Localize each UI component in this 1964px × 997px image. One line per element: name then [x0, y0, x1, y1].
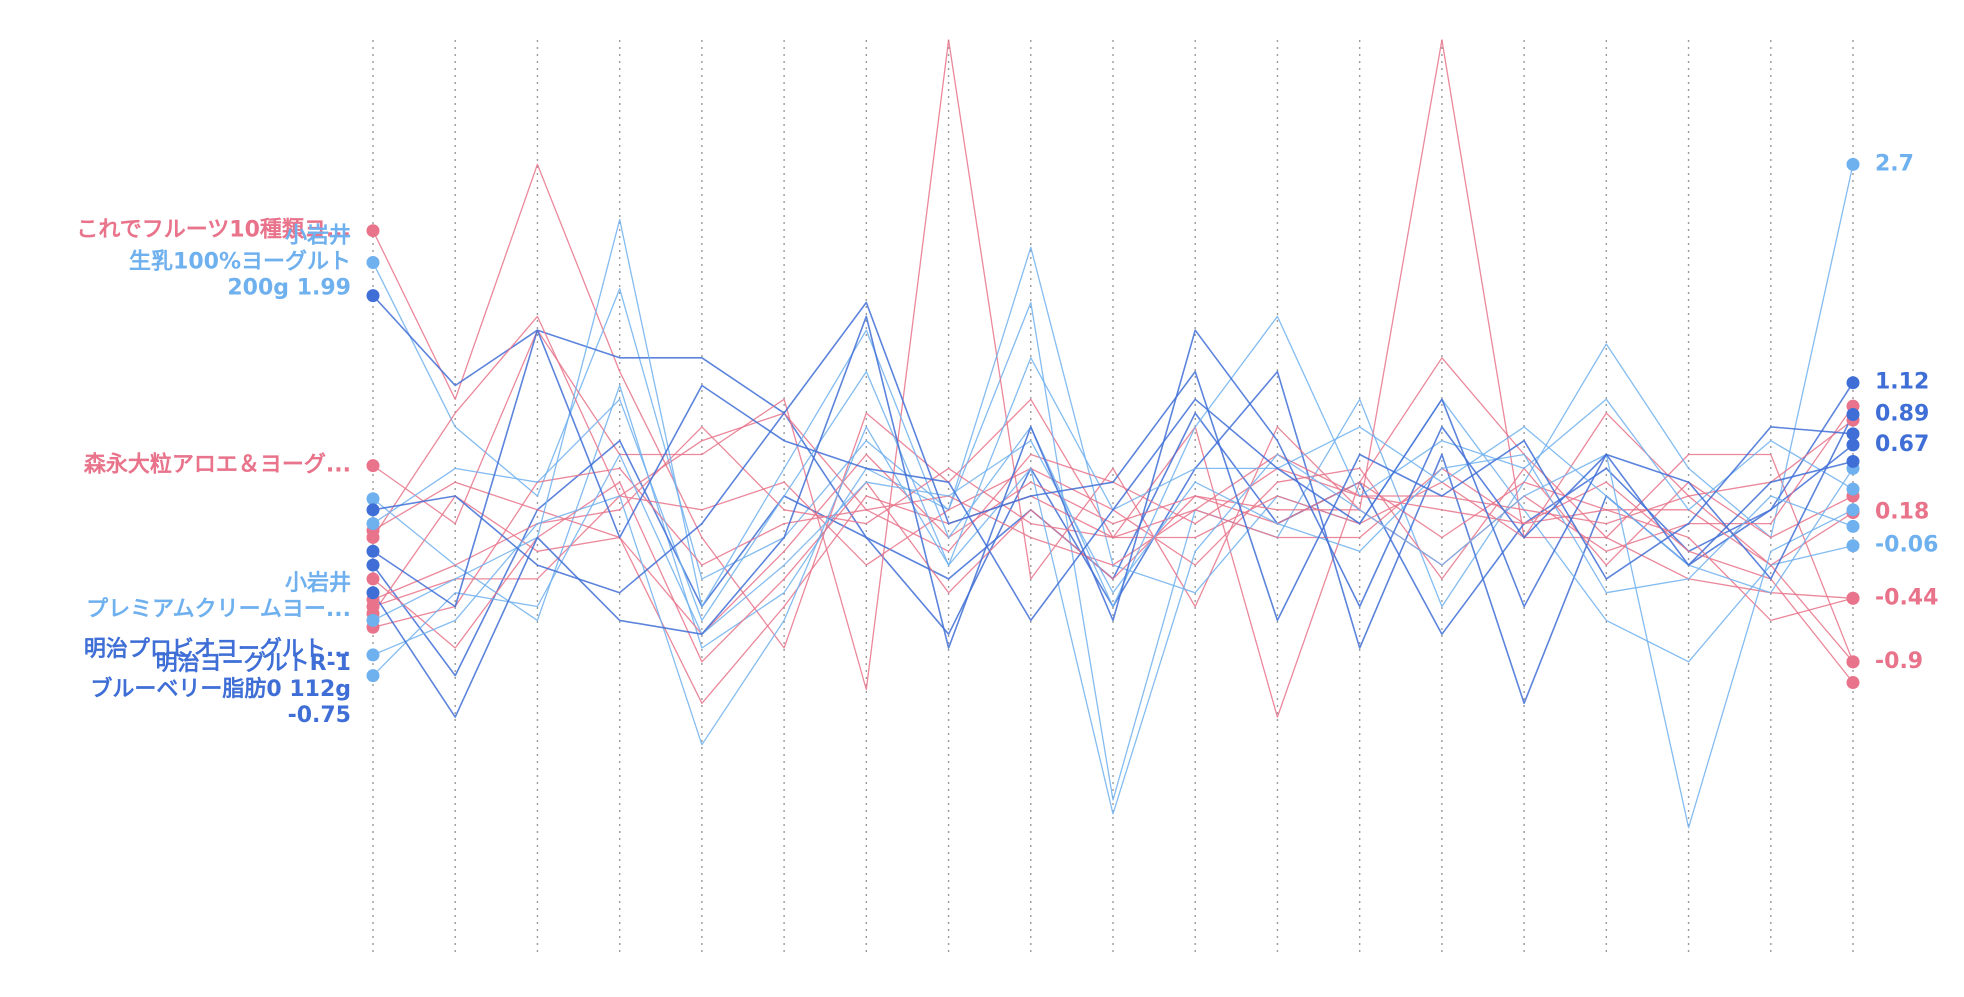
- start-point-15: [366, 648, 380, 662]
- start-point-6: [366, 558, 380, 572]
- left-label-5-line-2: プレミアムクリームヨー...: [86, 597, 351, 622]
- end-point-16: [1846, 482, 1860, 496]
- right-value-label-7: -0.44: [1875, 585, 1938, 610]
- left-label-2-line-3: 200g 1.99: [227, 275, 351, 300]
- end-point-2: [1846, 157, 1860, 171]
- series-line-17: [372, 440, 1854, 677]
- series-line-19: [372, 329, 1854, 622]
- end-point-15: [1846, 503, 1860, 517]
- series-line-16: [372, 218, 1854, 621]
- start-point-16: [366, 613, 380, 627]
- left-label-6: 明治プロビオヨーグルト...: [84, 636, 351, 662]
- start-point-2: [366, 255, 380, 269]
- start-point-9: [366, 572, 380, 586]
- start-point-17: [366, 669, 380, 683]
- start-point-5: [366, 492, 380, 506]
- end-point-18: [1846, 407, 1860, 421]
- start-point-8: [366, 530, 380, 544]
- left-label-2-line-1: 小岩井: [285, 223, 351, 248]
- start-point-20: [366, 503, 380, 517]
- left-label-2-line-2: 生乳100%ヨーグルト: [129, 248, 351, 274]
- series-line-2: [372, 164, 1854, 801]
- start-point-14: [366, 517, 380, 531]
- right-value-label-4: 0.67: [1875, 432, 1929, 457]
- left-label-3-line-3: -0.75: [288, 703, 351, 728]
- series-line-20: [372, 301, 1854, 622]
- start-point-18: [366, 586, 380, 600]
- endpoint-dots-group: [366, 157, 1860, 690]
- left-label-5-line-1: 小岩井: [285, 571, 351, 596]
- start-point-19: [366, 544, 380, 558]
- right-value-label-6: -0.06: [1875, 533, 1938, 558]
- series-line-9: [372, 405, 1854, 663]
- left-label-3-line-1: 明治ヨーグルトR-1: [156, 650, 351, 676]
- end-point-6: [1846, 438, 1860, 452]
- start-point-13: [366, 600, 380, 614]
- right-value-label-3: 0.89: [1875, 401, 1929, 426]
- end-point-11: [1846, 655, 1860, 669]
- right-value-label-5: 0.18: [1875, 500, 1929, 525]
- end-point-10: [1846, 591, 1860, 605]
- end-point-19: [1846, 454, 1860, 468]
- start-point-4: [366, 459, 380, 473]
- end-point-3: [1846, 376, 1860, 390]
- right-value-label-8: -0.9: [1875, 649, 1923, 674]
- series-line-12: [372, 453, 1854, 683]
- end-point-17: [1846, 519, 1860, 533]
- left-label-4: 森永大粒アロエ＆ヨーグ...: [84, 452, 351, 478]
- start-point-3: [366, 289, 380, 303]
- left-label-3-line-2: ブルーベリー脂肪0 112g: [90, 676, 351, 702]
- end-point-12: [1846, 676, 1860, 690]
- start-point-1: [366, 224, 380, 238]
- right-value-label-2: 1.12: [1875, 370, 1929, 395]
- right-value-label-1: 2.7: [1875, 151, 1914, 176]
- series-lines-group: [372, 39, 1854, 829]
- end-point-20: [1846, 427, 1860, 441]
- end-point-5: [1846, 539, 1860, 553]
- series-line-10: [372, 426, 1854, 601]
- left-label-1: これでフルーツ10種類ヨ...: [76, 218, 351, 243]
- axes-group: [372, 40, 1854, 952]
